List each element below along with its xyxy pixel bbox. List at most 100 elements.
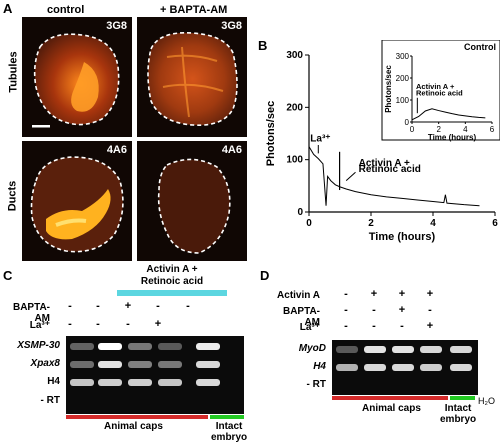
y-tick-label: 300 xyxy=(286,50,303,61)
animal-caps-label-c: Animal caps xyxy=(104,421,163,432)
annotation-activin-arrow xyxy=(345,171,356,181)
animal-caps-bar-c xyxy=(66,415,208,419)
row-label-bapta-c: BAPTA-AM xyxy=(12,302,50,324)
water-label: H₂O xyxy=(478,396,495,406)
gene-label-c: Xpax8 xyxy=(30,358,60,369)
sign-la-d: - xyxy=(372,320,376,332)
inset-y-tick-label: 100 xyxy=(396,96,410,105)
treatment-bar xyxy=(117,290,227,296)
gel-band-d xyxy=(336,364,358,371)
gel-band-d xyxy=(364,364,386,371)
y-axis-title: Photons/sec xyxy=(265,101,277,166)
panel-d-letter: D xyxy=(260,268,270,283)
gel-band-c xyxy=(70,361,94,368)
gel-band-c xyxy=(70,379,94,386)
row-label-activin-d: Activin A xyxy=(277,290,320,301)
inset-y-title: Photons/sec xyxy=(384,65,393,113)
sign-bapta-d: - xyxy=(372,304,376,316)
micrograph-ducts-control-image xyxy=(30,156,124,253)
inset-frame xyxy=(381,40,500,141)
inset-x-tick-label: 4 xyxy=(463,125,468,134)
intact-embryo-label-c: Intact embryo xyxy=(211,421,247,443)
x-tick-label: 6 xyxy=(492,218,498,229)
sign-bapta-d: - xyxy=(344,304,348,316)
gel-band-c xyxy=(196,379,220,386)
treatment-label-line-1: Activin A + xyxy=(146,264,198,275)
row-label-bapta-d: BAPTA-AM xyxy=(282,306,320,328)
y-tick-label: 200 xyxy=(286,102,303,113)
y-tick-label: 0 xyxy=(297,207,303,218)
x-tick-label: 2 xyxy=(368,218,374,229)
inset-series-line xyxy=(411,108,486,121)
micrograph-ducts-control: 4A6 xyxy=(22,141,132,261)
inset-y-tick-label: 0 xyxy=(405,118,410,127)
intact-embryo-bar-d xyxy=(450,396,475,400)
annotation-activin-line-2: Retinoic acid xyxy=(359,164,421,175)
treatment-label: Activin A + Retinoic acid xyxy=(117,264,227,288)
sign-la-d: + xyxy=(426,320,434,332)
inset-y-tick-label: 200 xyxy=(396,74,410,83)
panel-b-letter: B xyxy=(258,38,268,53)
animal-caps-label-d: Animal caps xyxy=(362,403,421,414)
sign-bapta-c: - xyxy=(96,300,100,312)
intact-embryo-label-d: Intact embryo xyxy=(440,403,476,425)
treatment-label-line-2: Retinoic acid xyxy=(140,276,204,287)
sign-activin-d: + xyxy=(426,288,434,300)
sign-la-c: + xyxy=(154,318,162,330)
x-axis-title: Time (hours) xyxy=(369,231,436,243)
intact-embryo-label-c-line-1: Intact xyxy=(215,421,243,432)
gel-band-c xyxy=(196,361,220,368)
annotation-activin-line-1: Activin A + xyxy=(359,158,410,169)
micrograph-tubules-control: 3G8 xyxy=(22,17,132,137)
marker-label-br: 4A6 xyxy=(221,144,242,156)
gene-label-d: - RT xyxy=(306,379,326,390)
inset-annotation-line-1: Activin A + xyxy=(416,82,455,91)
gel-band-c xyxy=(128,343,152,350)
marker-label-bl: 4A6 xyxy=(106,144,127,156)
sign-activin-d: + xyxy=(398,288,406,300)
marker-label-tl: 3G8 xyxy=(106,20,127,32)
sign-bapta-c: - xyxy=(156,300,160,312)
sign-la-d: - xyxy=(400,320,404,332)
gel-band-c xyxy=(98,361,122,368)
gel-band-d xyxy=(364,346,386,353)
micrograph-tubules-control-image xyxy=(32,33,120,128)
row-label-la-c: La³⁺ xyxy=(29,320,50,331)
annotation-la: La³⁺ xyxy=(310,133,330,144)
gel-band-c xyxy=(158,379,182,386)
gene-label-d: MyoD xyxy=(298,343,326,354)
sign-activin-d: + xyxy=(370,288,378,300)
sign-la-d: - xyxy=(344,320,348,332)
row-label-la-d: La³⁺ xyxy=(299,322,320,333)
inset-x-tick-label: 6 xyxy=(490,125,495,134)
intact-embryo-label-c-line-2: embryo xyxy=(211,432,248,443)
gene-label-d: H4 xyxy=(313,361,326,372)
sign-la-c: - xyxy=(68,318,72,330)
intact-embryo-label-d-line-1: Intact xyxy=(444,403,472,414)
sign-bapta-d: - xyxy=(428,304,432,316)
inset-x-tick-label: 0 xyxy=(410,125,415,134)
sign-la-c: - xyxy=(126,318,130,330)
series-line xyxy=(308,146,480,207)
panel-a-letter: A xyxy=(3,1,13,16)
gel-band-c xyxy=(128,361,152,368)
gel-band-d xyxy=(420,364,442,371)
gene-label-c: XSMP-30 xyxy=(17,340,60,351)
sign-activin-d: - xyxy=(344,288,348,300)
inset-x-title: Time (hours) xyxy=(428,133,477,142)
gel-band-c xyxy=(196,343,220,350)
sign-bapta-c: + xyxy=(124,300,132,312)
gel-band-d xyxy=(336,346,358,353)
marker-label-tr: 3G8 xyxy=(221,20,242,32)
gel-band-d xyxy=(420,346,442,353)
inset-x-tick-label: 2 xyxy=(436,125,441,134)
intact-embryo-bar-c xyxy=(210,415,244,419)
gel-band-c xyxy=(158,361,182,368)
y-tick-label: 100 xyxy=(286,155,303,166)
gene-label-c: H4 xyxy=(47,376,60,387)
gel-band-d xyxy=(450,346,472,353)
sign-la-c: - xyxy=(96,318,100,330)
gel-band-c xyxy=(98,343,122,350)
x-tick-label: 0 xyxy=(306,218,312,229)
row-label-ducts: Ducts xyxy=(6,180,19,212)
